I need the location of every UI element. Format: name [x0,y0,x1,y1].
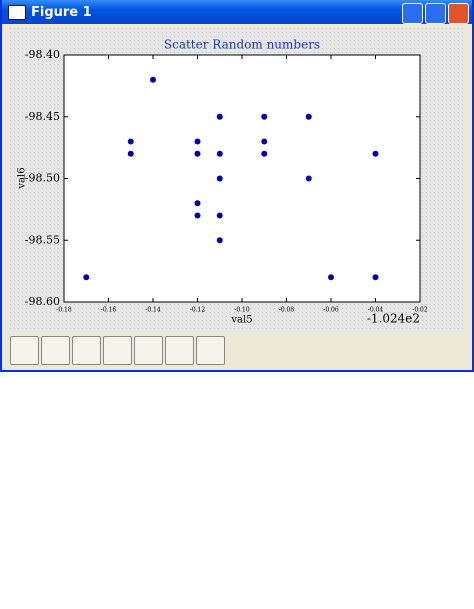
x-axis-label: val5 [230,315,252,326]
y-tick-label: -98.45 [25,110,60,123]
x-offset-label: -1.024e2 [367,312,420,326]
x-tick-label: -0.14 [145,307,161,314]
point [216,237,223,244]
x-tick-label: -0.10 [234,307,250,314]
point [127,150,134,157]
zoom-button[interactable] [134,336,163,365]
x-tick-label: -0.08 [279,307,295,314]
x-tick-label: -0.02 [412,307,428,314]
point [194,200,201,207]
forward-button[interactable] [72,336,101,365]
point [216,150,223,157]
axes [63,54,421,303]
y-tick-label: -98.55 [25,233,60,246]
point [261,150,268,157]
home-button[interactable] [10,336,39,365]
y-tick-label: -98.50 [25,172,60,185]
back-button[interactable] [41,336,70,365]
point [216,113,223,120]
title-bar: Figure 1 [2,0,472,24]
figure: Scatter Random numbers val5 -1.024e2 val… [10,28,464,332]
point [372,274,379,281]
x-tick-label: -0.18 [56,307,72,314]
point [194,150,201,157]
window: Figure 1 Scatter Random numbers val5 -1.… [0,0,474,372]
point [328,274,334,281]
point [194,212,201,219]
window-icon [8,4,26,20]
point [261,113,268,120]
y-tick-label: -98.40 [25,48,60,61]
toolbar [10,336,225,368]
point [150,76,156,83]
y-tick-label: -98.60 [25,295,60,308]
x-tick-label: -0.04 [368,307,384,314]
close-button[interactable] [448,3,469,24]
pan-button[interactable] [103,336,132,365]
point [83,274,90,281]
point [305,113,312,120]
maximize-button[interactable] [425,3,446,24]
window-title: Figure 1 [31,4,92,20]
point [194,138,201,145]
save-button[interactable] [196,336,225,365]
x-tick-label: -0.12 [190,307,206,314]
point [372,150,379,157]
y-axis-label: val6 [17,167,28,189]
subplots-button[interactable] [165,336,194,365]
minimize-button[interactable] [402,3,423,24]
point [261,138,268,145]
point [216,175,223,182]
x-tick-label: -0.06 [323,307,339,314]
chart-title: Scatter Random numbers [164,38,320,52]
x-tick-label: -0.16 [101,307,117,314]
point [127,138,134,145]
point [216,212,223,219]
point [305,175,312,182]
